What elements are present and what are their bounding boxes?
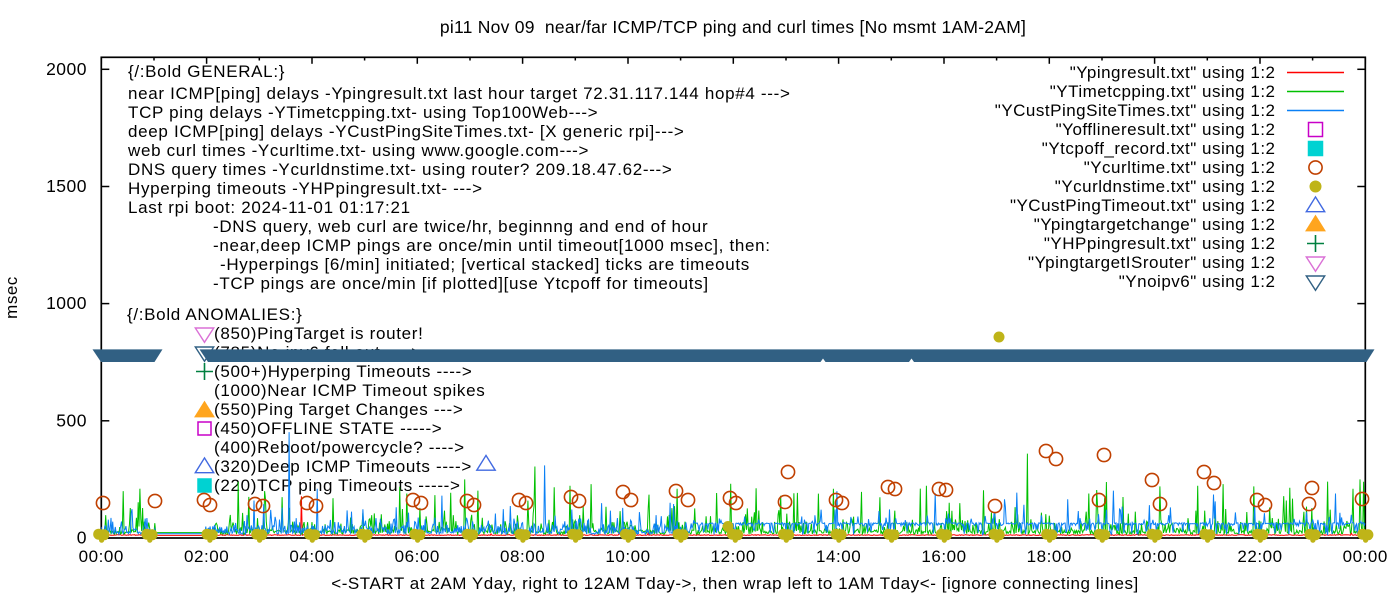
- svg-text:(550)Ping Target Changes --->: (550)Ping Target Changes --->: [214, 400, 464, 419]
- svg-text:"Ytcpoff_record.txt" using 1:2: "Ytcpoff_record.txt" using 1:2: [1042, 139, 1276, 158]
- svg-text:(320)Deep ICMP Timeouts ---->: (320)Deep ICMP Timeouts ---->: [214, 457, 472, 476]
- svg-text:20:00: 20:00: [1132, 547, 1177, 566]
- svg-text:"Ycurldnstime.txt" using 1:2: "Ycurldnstime.txt" using 1:2: [1055, 177, 1276, 196]
- svg-text:deep ICMP[ping] delays -YCustP: deep ICMP[ping] delays -YCustPingSiteTim…: [128, 122, 685, 141]
- svg-text:Hyperping timeouts -YHPpingres: Hyperping timeouts -YHPpingresult.txt- -…: [128, 179, 483, 198]
- svg-text:16:00: 16:00: [921, 547, 966, 566]
- svg-text:{/:Bold GENERAL:}: {/:Bold GENERAL:}: [128, 62, 285, 81]
- svg-text:near ICMP[ping] delays -Ypingr: near ICMP[ping] delays -Ypingresult.txt …: [128, 84, 791, 103]
- svg-text:(500+)Hyperping Timeouts ---->: (500+)Hyperping Timeouts ---->: [214, 362, 473, 381]
- svg-text:{/:Bold ANOMALIES:}: {/:Bold ANOMALIES:}: [127, 305, 302, 324]
- svg-text:-TCP pings are once/min [if pl: -TCP pings are once/min [if plotted][use…: [213, 274, 709, 293]
- svg-text:msec: msec: [2, 276, 21, 319]
- svg-text:(850)PingTarget is router!: (850)PingTarget is router!: [214, 324, 424, 343]
- svg-text:(220)TCP ping Timeouts ----->: (220)TCP ping Timeouts ----->: [214, 476, 461, 495]
- svg-text:-Hyperpings [6/min] initiated;: -Hyperpings [6/min] initiated; [vertical…: [220, 255, 750, 274]
- svg-text:2000: 2000: [46, 59, 87, 79]
- svg-text:00:00: 00:00: [79, 547, 124, 566]
- svg-text:(1000)Near ICMP Timeout spikes: (1000)Near ICMP Timeout spikes: [214, 381, 485, 400]
- svg-text:14:00: 14:00: [816, 547, 861, 566]
- svg-text:"Ycurltime.txt" using 1:2: "Ycurltime.txt" using 1:2: [1084, 158, 1276, 177]
- svg-text:TCP ping delays -YTimetcpping.: TCP ping delays -YTimetcpping.txt- using…: [128, 103, 598, 122]
- svg-text:"Ypingresult.txt" using 1:2: "Ypingresult.txt" using 1:2: [1070, 63, 1276, 82]
- svg-text:06:00: 06:00: [395, 547, 440, 566]
- svg-text:00:00: 00:00: [1343, 547, 1388, 566]
- svg-text:pi11 Nov 09 near/far ICMP/TCP: pi11 Nov 09 near/far ICMP/TCP ping and c…: [440, 17, 1026, 37]
- svg-text:02:00: 02:00: [184, 547, 229, 566]
- svg-text:web curl times -Ycurltime.txt-: web curl times -Ycurltime.txt- using www…: [127, 141, 589, 160]
- svg-text:12:00: 12:00: [711, 547, 756, 566]
- svg-text:<-START at 2AM Yday, right to: <-START at 2AM Yday, right to 12AM Tday-…: [331, 574, 1139, 593]
- svg-text:"YCustPingSiteTimes.txt" using: "YCustPingSiteTimes.txt" using 1:2: [995, 101, 1276, 120]
- svg-text:-near,deep ICMP pings are once: -near,deep ICMP pings are once/min until…: [213, 236, 771, 255]
- svg-text:500: 500: [56, 410, 87, 430]
- svg-text:"Yofflineresult.txt" using 1:2: "Yofflineresult.txt" using 1:2: [1056, 120, 1276, 139]
- svg-text:-DNS query, web curl are twice: -DNS query, web curl are twice/hr, begin…: [213, 217, 708, 236]
- svg-text:Last rpi boot: 2024-11-01 01:1: Last rpi boot: 2024-11-01 01:17:21: [128, 198, 411, 217]
- svg-text:DNS query times -Ycurldnstime.: DNS query times -Ycurldnstime.txt- using…: [128, 160, 673, 179]
- svg-text:"YTimetcpping.txt" using 1:2: "YTimetcpping.txt" using 1:2: [1050, 82, 1276, 101]
- svg-text:"YCustPingTimeout.txt" using 1: "YCustPingTimeout.txt" using 1:2: [1010, 196, 1276, 215]
- svg-text:"Ypingtargetchange" using 1:2: "Ypingtargetchange" using 1:2: [1034, 215, 1276, 234]
- svg-text:"Ynoipv6" using 1:2: "Ynoipv6" using 1:2: [1119, 272, 1276, 291]
- svg-text:"YpingtargetISrouter" using 1:: "YpingtargetISrouter" using 1:2: [1028, 253, 1275, 272]
- svg-text:1000: 1000: [46, 293, 87, 313]
- svg-text:(400)Reboot/powercycle? ---->: (400)Reboot/powercycle? ---->: [214, 438, 465, 457]
- svg-text:0: 0: [77, 528, 87, 548]
- svg-text:10:00: 10:00: [605, 547, 650, 566]
- svg-text:1500: 1500: [46, 176, 87, 196]
- svg-text:08:00: 08:00: [500, 547, 545, 566]
- svg-text:04:00: 04:00: [289, 547, 334, 566]
- svg-text:18:00: 18:00: [1027, 547, 1072, 566]
- svg-text:22:00: 22:00: [1237, 547, 1282, 566]
- svg-text:"YHPpingresult.txt" using 1:2: "YHPpingresult.txt" using 1:2: [1044, 234, 1276, 253]
- svg-text:(450)OFFLINE STATE ----->: (450)OFFLINE STATE ----->: [214, 419, 442, 438]
